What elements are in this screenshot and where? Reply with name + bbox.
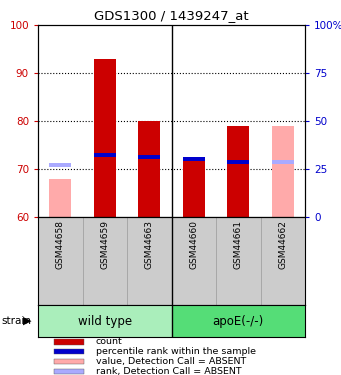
Text: percentile rank within the sample: percentile rank within the sample bbox=[96, 347, 256, 356]
Bar bbox=[272, 160, 294, 164]
Text: GSM44659: GSM44659 bbox=[100, 220, 109, 268]
Bar bbox=[138, 121, 160, 217]
Text: GSM44660: GSM44660 bbox=[189, 220, 198, 268]
Bar bbox=[227, 160, 249, 164]
Bar bbox=[49, 163, 71, 167]
Title: GDS1300 / 1439247_at: GDS1300 / 1439247_at bbox=[94, 9, 249, 22]
Text: strain: strain bbox=[2, 316, 32, 326]
Text: GSM44661: GSM44661 bbox=[234, 220, 243, 268]
Bar bbox=[138, 155, 160, 159]
Bar bbox=[172, 305, 305, 337]
Bar bbox=[38, 305, 172, 337]
Bar bbox=[272, 160, 294, 164]
Text: rank, Detection Call = ABSENT: rank, Detection Call = ABSENT bbox=[96, 367, 242, 375]
Text: GSM44662: GSM44662 bbox=[278, 220, 287, 268]
Bar bbox=[94, 153, 116, 156]
Text: apoE(-/-): apoE(-/-) bbox=[213, 315, 264, 327]
Text: GSM44663: GSM44663 bbox=[145, 220, 154, 268]
Bar bbox=[54, 369, 84, 374]
Bar bbox=[183, 158, 205, 161]
Text: wild type: wild type bbox=[78, 315, 132, 327]
Text: count: count bbox=[96, 338, 123, 346]
Text: GSM44658: GSM44658 bbox=[56, 220, 65, 268]
Bar bbox=[54, 359, 84, 364]
Bar bbox=[94, 58, 116, 217]
Bar bbox=[272, 126, 294, 217]
Bar bbox=[183, 159, 205, 217]
Bar bbox=[54, 339, 84, 345]
Bar bbox=[49, 178, 71, 217]
Text: value, Detection Call = ABSENT: value, Detection Call = ABSENT bbox=[96, 357, 246, 366]
Bar bbox=[54, 349, 84, 354]
Text: ▶: ▶ bbox=[23, 316, 32, 326]
Bar bbox=[227, 126, 249, 217]
